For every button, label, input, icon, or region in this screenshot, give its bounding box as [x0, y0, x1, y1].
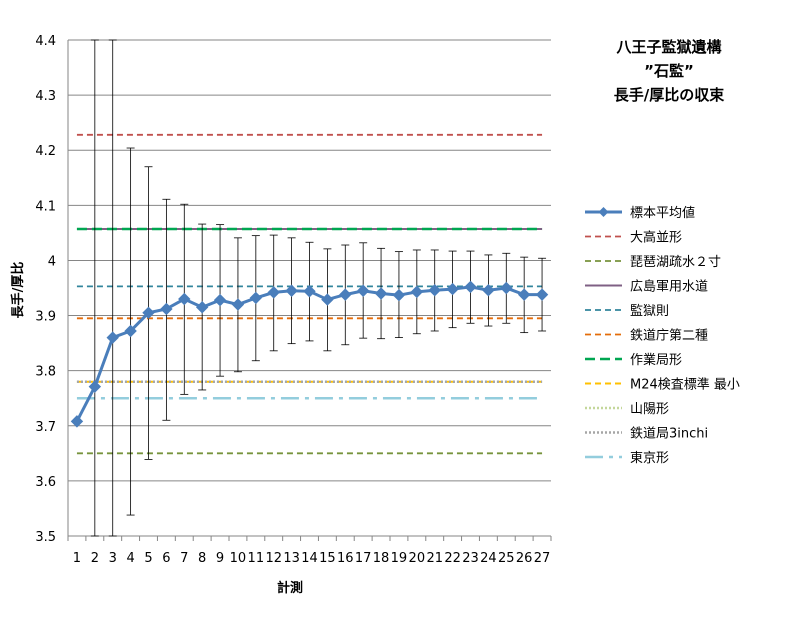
x-tick-label: 15	[319, 551, 336, 566]
x-tick-label: 23	[462, 551, 479, 566]
x-tick-label: 19	[391, 551, 408, 566]
y-tick-label: 4.4	[35, 34, 56, 49]
y-tick-label: 3.6	[35, 475, 56, 490]
y-tick-label: 4.1	[35, 199, 56, 214]
data-point-marker	[231, 298, 245, 311]
data-point-marker	[303, 285, 316, 298]
legend-label: 広島軍用水道	[630, 280, 708, 295]
x-tick-label: 7	[180, 551, 188, 566]
data-point-marker	[428, 283, 441, 297]
data-point-marker	[213, 293, 227, 307]
data-point-marker	[374, 287, 388, 300]
data-point-marker	[482, 283, 495, 297]
data-point-marker	[88, 380, 102, 393]
x-tick-label: 24	[480, 551, 497, 566]
y-tick-label: 3.8	[35, 365, 56, 380]
x-tick-label: 14	[301, 551, 318, 566]
x-tick-label: 13	[283, 551, 300, 566]
x-tick-label: 18	[373, 551, 390, 566]
x-tick-label: 4	[126, 551, 134, 566]
chart-title-line-1: 八王子監獄遺構	[615, 38, 721, 56]
y-axis-ticks: 3.5 3.6 3.7 3.8 3.9 4 4.1 4.2 4.3 4.4	[35, 34, 56, 545]
chart-title: 八王子監獄遺構 ”石監” 長手/厚比の収束	[614, 38, 725, 104]
data-point-marker	[500, 281, 513, 295]
x-tick-label: 9	[216, 551, 224, 566]
chart-title-line-2: ”石監”	[644, 62, 694, 80]
chart-title-line-3: 長手/厚比の収束	[614, 86, 725, 104]
legend-label: 標本平均値	[630, 205, 695, 221]
legend-marker	[598, 207, 609, 217]
data-point-marker	[106, 331, 119, 344]
y-tick-label: 3.5	[35, 530, 56, 545]
legend-label: M24検査標準 最小	[630, 377, 740, 393]
x-tick-label: 17	[355, 551, 372, 566]
x-tick-label: 26	[516, 551, 533, 566]
data-point-marker	[535, 288, 549, 301]
x-tick-label: 20	[409, 551, 426, 566]
data-point-marker	[285, 284, 298, 297]
x-tick-label: 5	[144, 551, 152, 566]
data-point-marker	[356, 284, 370, 297]
data-point-marker	[124, 324, 137, 338]
x-tick-label: 2	[91, 551, 99, 566]
y-tick-label: 3.9	[35, 310, 56, 325]
x-tick-label: 11	[248, 551, 265, 566]
x-tick-label: 27	[534, 551, 551, 566]
legend-label: 鉄道庁第二種	[630, 328, 708, 344]
data-point-marker	[195, 301, 209, 314]
x-tick-label: 3	[109, 551, 117, 566]
legend-label: 大高並形	[630, 230, 682, 246]
mean-series	[70, 280, 549, 428]
legend-label: 作業局形	[630, 352, 682, 368]
x-tick-label: 10	[230, 551, 247, 566]
x-axis-title: 計測	[277, 580, 303, 596]
y-tick-label: 4	[48, 254, 56, 269]
data-point-marker	[249, 291, 263, 305]
legend-label: 監獄則	[630, 303, 669, 319]
data-point-marker	[392, 288, 406, 302]
data-point-marker	[267, 286, 280, 299]
y-tick-label: 4.3	[35, 89, 56, 104]
data-point-marker	[339, 288, 352, 301]
legend-label: 東京形	[630, 450, 669, 466]
legend-label: 山陽形	[630, 402, 669, 417]
legend-label: 琵琶湖疏水２寸	[630, 255, 721, 270]
x-tick-label: 8	[198, 551, 206, 566]
y-tick-label: 3.7	[35, 420, 56, 435]
x-tick-label: 1	[73, 551, 81, 566]
x-tick-label: 25	[498, 551, 515, 566]
data-point-marker	[446, 282, 459, 296]
x-axis-ticks: 1 2 3 4 5 6 7 8 9 10 11 12 13 14 15 16 17 18 19 20 21 22 23 24 2…	[67, 536, 552, 566]
data-point-marker	[517, 288, 531, 301]
x-tick-label: 6	[162, 551, 170, 566]
data-point-marker	[70, 415, 84, 428]
x-tick-label: 12	[265, 551, 282, 566]
y-axis-title: 長手/厚比	[10, 262, 26, 319]
data-point-marker	[160, 302, 173, 316]
x-tick-label: 21	[426, 551, 443, 566]
y-tick-label: 4.2	[35, 144, 56, 159]
data-point-marker	[464, 280, 477, 294]
x-tick-label: 16	[337, 551, 354, 566]
x-tick-label: 22	[444, 551, 461, 566]
data-point-marker	[410, 285, 424, 299]
data-point-marker	[142, 306, 155, 320]
data-point-marker	[321, 293, 334, 306]
data-point-marker	[178, 292, 191, 306]
legend-label: 鉄道局3inchi	[630, 427, 708, 442]
